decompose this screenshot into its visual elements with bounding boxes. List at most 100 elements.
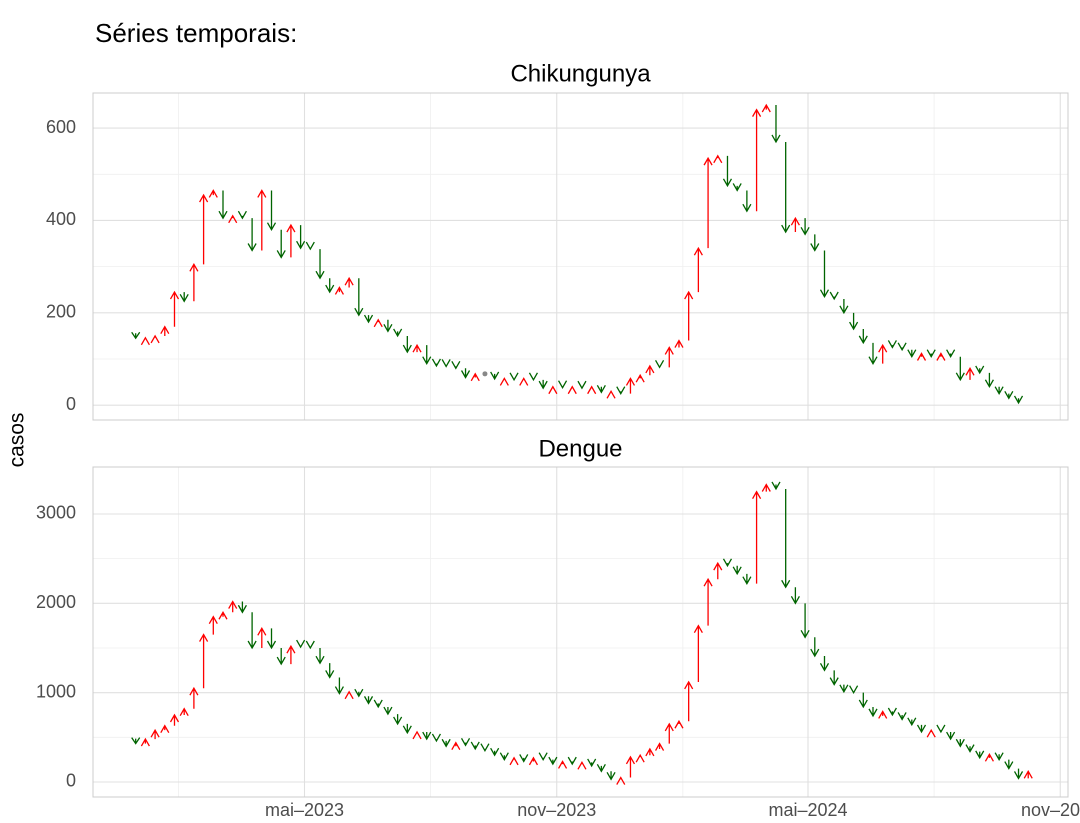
change-arrow (528, 756, 539, 766)
change-arrow (926, 728, 936, 738)
change-arrow (305, 640, 315, 650)
change-arrow (548, 385, 558, 395)
change-arrow (266, 628, 277, 650)
change-arrow (684, 680, 694, 722)
change-arrow (344, 690, 354, 700)
change-arrow (557, 760, 568, 769)
change-arrow (325, 663, 335, 679)
change-arrow (800, 218, 810, 236)
change-arrow (684, 290, 694, 341)
change-arrow (451, 741, 461, 751)
change-arrow (490, 371, 500, 381)
panel-title: Dengue (538, 435, 622, 462)
change-arrow (946, 349, 956, 359)
change-arrow (761, 103, 771, 113)
change-arrow (179, 292, 189, 303)
change-arrow (635, 373, 645, 383)
y-tick-label: 600 (46, 117, 76, 137)
y-tick-label: 0 (66, 394, 76, 414)
change-arrow (674, 719, 684, 729)
no-change-point (482, 371, 488, 377)
change-arrow (169, 713, 180, 726)
change-arrow (587, 385, 597, 395)
change-arrow (984, 372, 994, 389)
x-tick-label: mai–2024 (768, 800, 847, 820)
change-arrow (946, 731, 956, 741)
change-arrow (490, 747, 500, 757)
change-arrow (470, 372, 480, 382)
change-arrow (897, 712, 907, 721)
y-tick-label: 0 (66, 771, 76, 791)
change-arrow (363, 314, 374, 324)
change-arrow (664, 722, 674, 744)
change-arrow (916, 724, 927, 734)
panel-border (92, 92, 1069, 421)
change-arrow (965, 744, 975, 753)
change-arrow (557, 380, 568, 389)
page-title: Séries temporais: (95, 18, 297, 48)
change-arrow (334, 286, 344, 295)
change-arrow (955, 356, 965, 382)
change-arrow (916, 352, 927, 361)
change-arrow (257, 189, 267, 251)
change-arrow (131, 737, 141, 745)
change-arrow (926, 349, 936, 359)
change-arrow (936, 352, 946, 361)
change-arrow (732, 565, 742, 576)
panel-title: Chikungunya (510, 60, 651, 87)
change-arrow (538, 752, 548, 761)
change-arrow (509, 372, 519, 382)
change-arrow (189, 686, 199, 709)
change-arrow (305, 241, 315, 251)
change-arrow (616, 776, 626, 785)
change-arrow (887, 707, 897, 717)
change-arrow (354, 688, 364, 698)
change-arrow (722, 155, 733, 188)
change-arrow (752, 490, 762, 584)
change-arrow (752, 108, 762, 212)
x-tick-label: mai–2023 (265, 800, 344, 820)
change-arrow (655, 360, 665, 369)
change-arrow (228, 214, 238, 224)
change-arrow (266, 190, 277, 232)
y-tick-label: 200 (46, 302, 76, 322)
change-arrow (713, 561, 723, 580)
change-arrow (771, 481, 781, 491)
change-arrow (849, 312, 859, 331)
change-arrow (199, 633, 209, 689)
change-arrow (218, 190, 228, 220)
change-arrow (412, 343, 422, 353)
change-arrow (868, 342, 878, 365)
change-arrow (781, 141, 791, 234)
change-arrow (218, 610, 228, 620)
change-arrow (761, 483, 771, 492)
change-arrow (228, 600, 238, 613)
change-arrow (606, 390, 616, 399)
change-arrow (286, 223, 296, 258)
panel-border (92, 466, 1069, 798)
change-arrow (897, 342, 907, 352)
change-arrow (1023, 769, 1033, 779)
y-tick-label: 3000 (36, 503, 76, 523)
change-arrow (441, 359, 451, 368)
change-arrow (839, 298, 849, 315)
change-arrow (276, 229, 286, 259)
change-arrow (431, 733, 441, 743)
change-arrow (781, 488, 791, 589)
change-arrow (237, 601, 247, 614)
change-arrow (150, 334, 160, 344)
change-arrow (237, 210, 247, 220)
change-arrow (373, 318, 383, 328)
change-arrow (790, 216, 800, 233)
change-arrow (819, 250, 830, 298)
change-arrow (199, 193, 209, 265)
change-arrow (412, 730, 422, 740)
change-arrow (625, 755, 636, 778)
change-arrow (140, 737, 150, 747)
change-arrow (674, 339, 684, 348)
change-arrow (1004, 759, 1014, 770)
change-arrow (742, 190, 752, 213)
change-arrow (703, 156, 713, 249)
change-arrow (480, 743, 490, 753)
